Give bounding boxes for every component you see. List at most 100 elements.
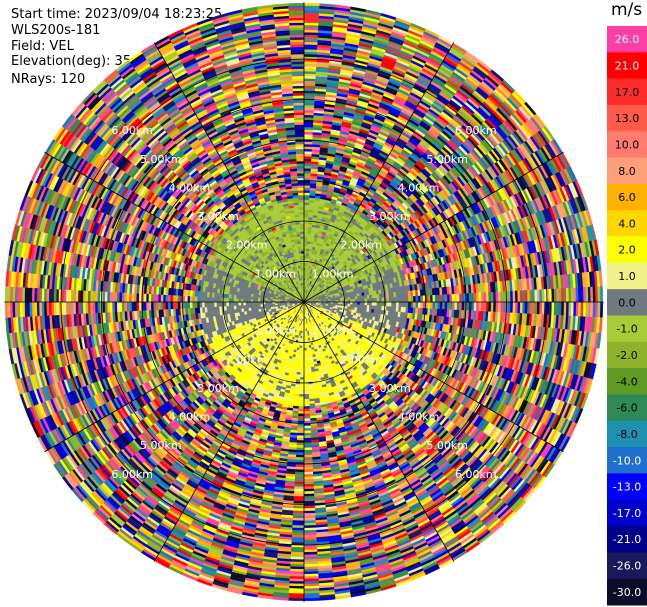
velocity-gate: [527, 301, 531, 314]
velocity-gate: [444, 294, 448, 303]
velocity-gate: [303, 63, 317, 67]
velocity-gate: [357, 298, 361, 303]
velocity-gate: [471, 292, 475, 303]
velocity-gate: [303, 73, 317, 77]
velocity-gate: [303, 190, 311, 193]
velocity-gate: [410, 296, 414, 303]
velocity-gate: [369, 301, 373, 306]
velocity-gate: [379, 297, 382, 303]
velocity-gate: [561, 301, 565, 316]
velocity-gate: [303, 39, 318, 43]
velocity-gate: [476, 292, 480, 303]
velocity-gate: [388, 301, 392, 307]
velocity-gate: [427, 301, 431, 309]
velocity-gate: [410, 301, 414, 308]
velocity-gate: [303, 216, 309, 220]
velocity-gate: [473, 292, 477, 303]
velocity-gate: [303, 124, 314, 128]
velocity-gate: [432, 301, 436, 310]
velocity-gate: [303, 199, 310, 203]
velocity-gate: [303, 143, 313, 147]
velocity-gate: [478, 301, 482, 312]
velocity-gate: [303, 231, 308, 235]
velocity-gate: [371, 305, 375, 310]
velocity-gate: [303, 78, 316, 82]
velocity-gate: [483, 292, 487, 303]
velocity-gate: [303, 197, 310, 201]
velocity-gate: [497, 301, 501, 313]
velocity-gate: [354, 296, 358, 300]
velocity-gate: [388, 297, 392, 303]
velocity-gate: [306, 243, 311, 247]
velocity-gate: [386, 297, 390, 303]
velocity-gate: [374, 298, 378, 303]
velocity-gate: [442, 294, 446, 303]
velocity-gate: [381, 305, 385, 311]
velocity-gate: [461, 301, 465, 311]
velocity-gate: [454, 301, 458, 311]
velocity-gate: [303, 241, 308, 244]
velocity-gate: [303, 148, 313, 152]
velocity-gate: [359, 304, 363, 309]
velocity-gate: [451, 301, 455, 311]
velocity-gate: [442, 301, 446, 310]
velocity-gate: [510, 301, 514, 314]
velocity-gate: [303, 163, 312, 167]
velocity-gate: [307, 233, 312, 237]
velocity-gate: [395, 306, 399, 313]
velocity-gate: [512, 290, 516, 303]
velocity-gate: [522, 301, 526, 314]
velocity-gate: [303, 173, 311, 176]
velocity-gate: [510, 290, 514, 303]
velocity-gate: [456, 293, 460, 303]
velocity-gate: [405, 301, 409, 308]
velocity-gate: [495, 291, 499, 303]
velocity-gate: [303, 146, 313, 150]
velocity-gate: [303, 2, 320, 7]
velocity-gate: [430, 301, 433, 309]
velocity-gate: [553, 288, 557, 303]
velocity-gate: [483, 301, 487, 312]
velocity-gate: [303, 243, 308, 247]
velocity-gate: [347, 297, 351, 300]
velocity-gate: [303, 194, 310, 198]
velocity-gate: [420, 301, 424, 309]
velocity-gate: [403, 296, 407, 303]
velocity-gate: [303, 122, 314, 126]
velocity-gate: [357, 301, 361, 306]
velocity-gate: [449, 294, 453, 303]
velocity-gate: [514, 290, 518, 303]
velocity-gate: [413, 295, 416, 303]
velocity-gate: [303, 92, 316, 96]
velocity-gate: [303, 88, 316, 92]
velocity-gate: [485, 301, 489, 312]
velocity-gate: [303, 68, 317, 72]
velocity-gate: [303, 211, 309, 215]
velocity-gate: [364, 305, 368, 309]
velocity-gate: [308, 216, 314, 220]
velocity-gate: [303, 109, 315, 113]
velocity-gate: [303, 75, 316, 79]
velocity-gate: [340, 297, 343, 301]
velocity-gate: [500, 291, 504, 303]
velocity-gate: [493, 301, 497, 313]
velocity-gate: [427, 295, 431, 303]
velocity-gate: [480, 292, 484, 303]
velocity-gate: [303, 83, 316, 87]
velocity-gate: [306, 246, 310, 249]
velocity-gate: [306, 253, 310, 257]
velocity-gate: [439, 301, 443, 310]
velocity-gate: [306, 241, 311, 245]
velocity-gate: [398, 296, 402, 303]
velocity-gate: [398, 301, 402, 308]
velocity-gate: [303, 170, 312, 174]
velocity-gate: [536, 301, 540, 315]
velocity-gate: [563, 288, 567, 303]
velocity-gate: [352, 301, 356, 305]
velocity-gate: [461, 293, 465, 303]
velocity-gate: [527, 290, 531, 303]
velocity-gate: [303, 192, 310, 196]
velocity-gate: [303, 136, 313, 140]
velocity-gate: [534, 301, 538, 315]
